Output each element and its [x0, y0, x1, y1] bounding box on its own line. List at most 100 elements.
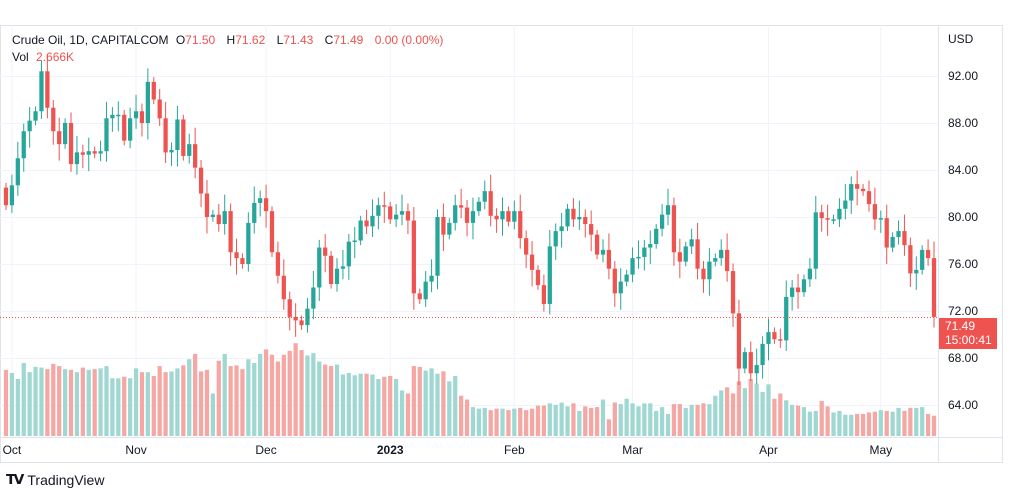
volume-bar	[529, 408, 535, 436]
symbol-label[interactable]: Crude Oil, 1D, CAPITALCOM	[12, 33, 169, 47]
x-tick-label: Dec	[255, 443, 276, 457]
volume-bar	[843, 414, 848, 436]
y-tick-label: 72.00	[948, 304, 978, 318]
volume-bar	[57, 366, 62, 436]
volume-bar	[228, 366, 233, 436]
candle-body	[116, 114, 121, 117]
candle-body	[512, 211, 517, 222]
volume-bar	[80, 367, 85, 436]
candle-body	[447, 222, 452, 235]
y-tick-label: 76.00	[948, 257, 978, 271]
volume-bar	[736, 381, 742, 436]
candle-body	[843, 200, 848, 209]
volume-bar	[15, 379, 20, 436]
candle-body	[766, 332, 771, 344]
volume-bar	[488, 410, 493, 436]
candle-body	[801, 279, 807, 293]
volume-bar	[198, 371, 204, 436]
candle-body	[600, 249, 606, 255]
time-axis[interactable]: Oct Nov Dec 2023 Feb Mar Apr May	[3, 443, 893, 457]
candle-body	[311, 287, 316, 309]
volume-bar	[636, 406, 641, 436]
candle-body	[51, 107, 56, 132]
candle-body	[529, 254, 535, 270]
candle-body	[677, 252, 682, 262]
volume-bar	[116, 378, 121, 436]
volume-bar	[216, 360, 221, 436]
candle-body	[252, 202, 257, 223]
tradingview-logo-icon: 𝗧𝗩	[6, 471, 24, 487]
volume-bar	[571, 403, 576, 436]
volume-bar	[145, 372, 150, 436]
candle-body	[724, 249, 730, 272]
candle-body	[411, 220, 416, 294]
volume-bar	[352, 375, 357, 436]
x-tick-label: Nov	[125, 443, 146, 457]
candle-body	[535, 269, 541, 286]
candle-body	[328, 255, 334, 284]
vol-label[interactable]: Vol	[12, 50, 29, 64]
volume-bar	[577, 410, 582, 436]
candle-body	[228, 211, 233, 253]
candle-body	[695, 239, 700, 269]
y-tick-label: 80.00	[948, 210, 978, 224]
volume-bar	[382, 376, 387, 436]
candle-body	[74, 152, 80, 165]
volume-bar	[884, 410, 889, 436]
high-label: H	[226, 33, 236, 47]
candle-body	[908, 245, 913, 274]
candle-body	[689, 239, 694, 247]
candle-body	[500, 211, 505, 220]
candle-body	[772, 332, 777, 340]
volume-bar	[388, 375, 393, 436]
volume-bar	[51, 363, 56, 436]
volume-bar	[878, 410, 883, 436]
volume-bar	[181, 365, 186, 436]
x-tick-label: May	[869, 443, 892, 457]
open-label: O	[175, 33, 186, 47]
x-tick-label: Oct	[3, 443, 22, 457]
volume-bar	[376, 379, 381, 436]
candle-body	[441, 217, 446, 235]
candle-body	[606, 249, 612, 269]
volume-bar	[193, 353, 198, 436]
volume-bar	[600, 399, 606, 436]
volume-bars	[3, 343, 937, 436]
volume-bar	[287, 350, 292, 436]
candle-body	[831, 219, 836, 221]
candle-body	[181, 119, 186, 156]
x-tick-label: 2023	[377, 443, 404, 457]
candle-body	[80, 152, 85, 155]
candle-body	[713, 258, 718, 262]
volume-bar	[323, 364, 328, 436]
volume-bar	[393, 379, 399, 436]
volume-bar	[464, 399, 470, 436]
volume-bar	[559, 402, 564, 436]
candle-body	[648, 244, 653, 248]
volume-bar	[411, 366, 416, 436]
candle-body	[104, 118, 109, 152]
candle-body	[399, 211, 405, 215]
candle-body	[334, 268, 340, 284]
low-value: 71.43	[283, 33, 314, 47]
volume-bar	[39, 367, 44, 436]
candle-body	[612, 268, 617, 294]
candle-body	[807, 268, 813, 280]
candle-body	[246, 222, 251, 264]
volume-bar	[594, 407, 600, 436]
y-tick-label: 92.00	[948, 69, 978, 83]
volume-bar	[902, 410, 907, 436]
volume-bar	[441, 371, 446, 436]
candle-body	[240, 258, 245, 264]
candle-body	[884, 218, 889, 248]
volume-bar	[825, 406, 830, 436]
volume-bar	[535, 405, 541, 436]
candle-body	[878, 218, 883, 220]
volume-bar	[334, 364, 340, 436]
tradingview-brand[interactable]: 𝗧𝗩 TradingView	[6, 471, 104, 488]
volume-bar	[222, 353, 227, 436]
candle-body	[896, 231, 901, 237]
volume-bar	[370, 374, 375, 436]
price-axis[interactable]: USD 92.00 88.00 84.00 80.00 76.00 72.00 68.00 6…	[948, 32, 978, 412]
